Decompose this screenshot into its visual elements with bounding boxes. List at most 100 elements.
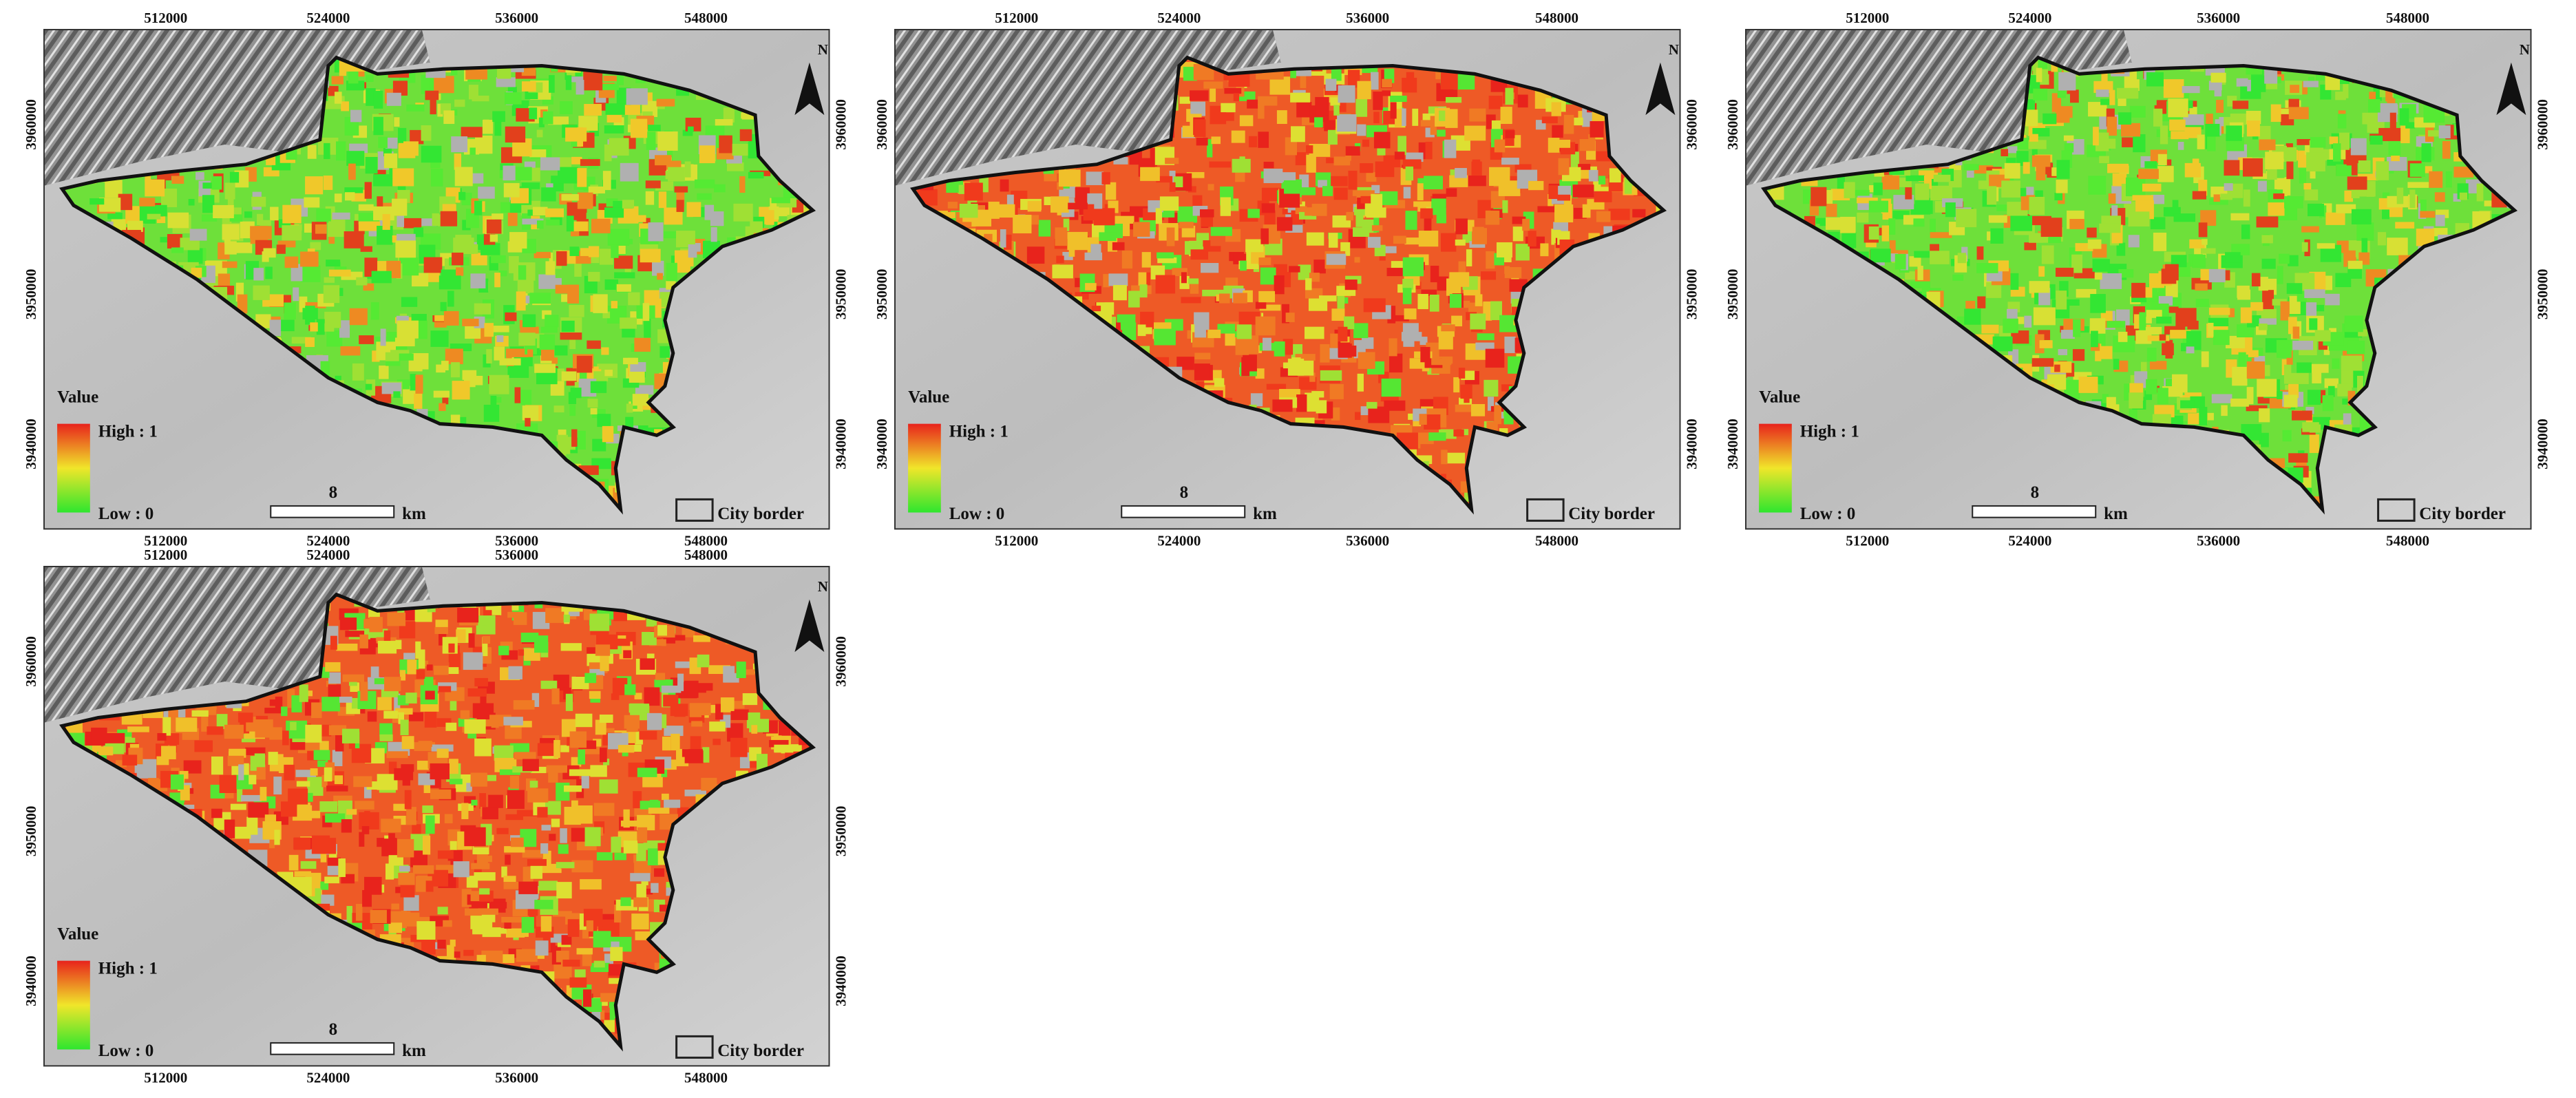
parcel	[646, 191, 654, 205]
parcel	[1305, 327, 1324, 339]
parcel	[1870, 249, 1891, 262]
parcel	[2442, 141, 2451, 159]
parcel	[1963, 164, 1978, 170]
parcel	[1967, 171, 1974, 178]
x-tick-label-bottom: 512000	[995, 532, 1038, 549]
parcel	[2277, 266, 2283, 284]
parcel	[2069, 219, 2084, 229]
parcel	[484, 405, 500, 422]
parcel	[545, 315, 558, 327]
parcel	[1208, 184, 1214, 190]
parcel	[1554, 204, 1573, 222]
parcel	[2107, 164, 2129, 173]
parcel	[89, 198, 104, 204]
parcel	[1291, 126, 1305, 142]
parcel	[2042, 114, 2056, 125]
parcel	[2252, 273, 2261, 286]
parcel	[2262, 259, 2276, 269]
parcel	[1820, 220, 1826, 226]
parcel	[1357, 81, 1371, 100]
parcel	[2325, 294, 2339, 306]
parcel	[458, 192, 465, 200]
parcel	[326, 260, 340, 266]
north-label: N	[818, 41, 828, 58]
parcel	[305, 337, 315, 347]
parcel	[1441, 233, 1456, 252]
parcel	[520, 390, 531, 404]
parcel	[2428, 130, 2440, 136]
parcel	[2283, 430, 2292, 442]
parcel	[2477, 184, 2484, 202]
parcel	[1086, 171, 1104, 185]
parcel	[465, 70, 487, 80]
parcel	[1444, 140, 1457, 158]
parcel	[2150, 361, 2166, 370]
parcel	[2088, 240, 2102, 249]
parcel	[622, 200, 634, 208]
parcel	[750, 222, 763, 233]
parcel	[1106, 182, 1116, 200]
parcel	[2288, 453, 2308, 463]
parcel	[189, 199, 195, 206]
parcel	[620, 317, 637, 328]
parcel	[504, 183, 520, 198]
parcel	[1348, 171, 1357, 190]
parcel	[1192, 196, 1202, 207]
parcel	[1888, 218, 1895, 235]
parcel	[500, 358, 521, 365]
parcel	[617, 284, 631, 292]
parcel	[171, 247, 184, 253]
parcel	[1404, 237, 1420, 244]
parcel	[2306, 302, 2316, 317]
parcel	[454, 100, 465, 107]
parcel	[452, 253, 463, 265]
parcel	[666, 263, 677, 282]
parcel	[2292, 410, 2312, 420]
parcel	[147, 214, 161, 220]
parcel	[436, 365, 445, 373]
parcel	[1333, 105, 1339, 116]
parcel	[489, 375, 509, 394]
parcel	[2332, 359, 2339, 369]
parcel	[1059, 169, 1081, 187]
parcel	[2281, 302, 2290, 321]
parcel	[567, 215, 574, 231]
parcel	[2305, 189, 2319, 200]
parcel	[462, 319, 478, 326]
parcel	[378, 137, 388, 149]
parcel	[1358, 352, 1375, 369]
parcel	[1406, 72, 1414, 91]
parcel	[455, 235, 471, 242]
parcel	[493, 326, 509, 332]
parcel	[484, 323, 494, 337]
parcel	[2325, 213, 2345, 225]
parcel	[1307, 233, 1324, 246]
parcel	[412, 353, 429, 370]
parcel	[1403, 257, 1424, 277]
parcel	[1441, 324, 1455, 331]
parcel	[1203, 246, 1221, 251]
border-legend-label: City border	[1568, 505, 1655, 523]
parcel	[1291, 357, 1300, 373]
parcel	[1286, 313, 1295, 322]
y-tick-label-right: 3950000	[833, 269, 849, 320]
scale-bar	[1121, 506, 1245, 518]
parcel	[2356, 222, 2374, 240]
parcel	[1475, 294, 1483, 306]
parcel	[2202, 351, 2209, 367]
parcel	[699, 145, 715, 163]
parcel	[1243, 355, 1257, 371]
parcel	[604, 76, 617, 81]
parcel	[2181, 343, 2187, 351]
parcel	[541, 327, 558, 333]
parcel	[2274, 178, 2290, 189]
parcel	[1346, 146, 1360, 156]
parcel	[1068, 203, 1088, 210]
parcel	[591, 408, 598, 414]
y-tick-label-left: 3950000	[874, 269, 890, 320]
parcel	[305, 306, 315, 324]
parcel	[1194, 119, 1205, 137]
parcel	[1314, 117, 1323, 127]
parcel	[733, 204, 752, 222]
parcel	[597, 414, 611, 427]
